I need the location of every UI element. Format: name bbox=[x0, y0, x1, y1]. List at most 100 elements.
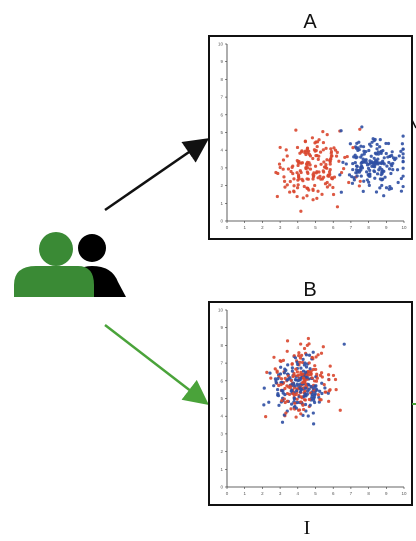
scatter-point bbox=[275, 381, 278, 384]
scatter-point bbox=[286, 378, 289, 381]
scatter-point bbox=[362, 190, 365, 193]
scatter-point bbox=[330, 150, 333, 153]
scatter-point bbox=[337, 160, 340, 163]
scatter-point bbox=[301, 404, 304, 407]
users-icon-front-body bbox=[14, 266, 94, 297]
scatter-point bbox=[297, 351, 300, 354]
scatter-point bbox=[293, 374, 296, 377]
scatter-point bbox=[376, 143, 379, 146]
scatter-point bbox=[381, 172, 384, 175]
scatter-point bbox=[304, 387, 307, 390]
scatter-point bbox=[294, 129, 297, 132]
scatter-point bbox=[288, 190, 291, 193]
scatter-point bbox=[365, 170, 368, 173]
scatter-point bbox=[309, 404, 312, 407]
scatter-point bbox=[296, 401, 299, 404]
scatter-point bbox=[296, 398, 299, 401]
scatter-point bbox=[301, 373, 304, 376]
scatter-point bbox=[296, 146, 299, 149]
scatter-point bbox=[316, 145, 319, 148]
x-tick-label: 10 bbox=[401, 225, 407, 230]
scatter-point bbox=[302, 408, 305, 411]
scatter-point bbox=[286, 400, 289, 403]
scatter-point bbox=[348, 173, 351, 176]
scatter-point bbox=[306, 344, 309, 347]
scatter-point bbox=[306, 187, 309, 190]
scatter-point bbox=[352, 155, 355, 158]
scatter-point bbox=[279, 383, 282, 386]
scatter-point bbox=[319, 178, 322, 181]
scatter-point bbox=[278, 162, 281, 165]
scatter-point bbox=[329, 162, 332, 165]
scatter-point bbox=[321, 375, 324, 378]
scatter-point bbox=[307, 337, 310, 340]
scatter-point bbox=[316, 190, 319, 193]
scatter-point bbox=[295, 389, 298, 392]
scatter-point bbox=[299, 342, 302, 345]
scatter-point bbox=[296, 179, 299, 182]
scatter-point bbox=[304, 140, 307, 143]
scatter-point bbox=[382, 194, 385, 197]
scatter-point bbox=[402, 167, 405, 170]
scatter-point bbox=[306, 172, 309, 175]
scatter-point bbox=[268, 371, 271, 374]
scatter-point bbox=[294, 378, 297, 381]
chart-b-frame bbox=[209, 302, 412, 505]
scatter-point bbox=[297, 183, 300, 186]
scatter-point bbox=[303, 381, 306, 384]
scatter-point bbox=[312, 174, 315, 177]
scatter-point bbox=[267, 401, 270, 404]
scatter-point bbox=[339, 409, 342, 412]
scatter-point bbox=[295, 415, 298, 418]
scatter-point bbox=[375, 152, 378, 155]
scatter-point bbox=[282, 168, 285, 171]
scatter-point bbox=[373, 177, 376, 180]
scatter-point bbox=[321, 130, 324, 133]
scatter-point bbox=[294, 356, 297, 359]
scatter-point bbox=[311, 157, 314, 160]
scatter-point bbox=[329, 365, 332, 368]
scatter-point bbox=[287, 167, 290, 170]
scatter-point bbox=[374, 160, 377, 163]
scatter-point bbox=[320, 352, 323, 355]
scatter-point bbox=[296, 164, 299, 167]
scatter-point bbox=[354, 171, 357, 174]
scatter-point bbox=[357, 141, 360, 144]
scatter-point bbox=[329, 157, 332, 160]
scatter-point bbox=[326, 133, 329, 136]
scatter-point bbox=[383, 162, 386, 165]
scatter-point bbox=[335, 388, 338, 391]
scatter-point bbox=[323, 386, 326, 389]
scatter-point bbox=[272, 384, 275, 387]
scatter-point bbox=[324, 147, 327, 150]
scatter-point bbox=[284, 369, 287, 372]
scatter-point bbox=[290, 403, 293, 406]
scatter-point bbox=[313, 364, 316, 367]
scatter-point bbox=[402, 160, 405, 163]
scatter-point bbox=[317, 155, 320, 158]
scatter-point bbox=[315, 171, 318, 174]
scatter-point bbox=[314, 165, 317, 168]
scatter-point bbox=[345, 162, 348, 165]
scatter-point bbox=[383, 176, 386, 179]
scatter-point bbox=[319, 163, 322, 166]
scatter-point bbox=[343, 343, 346, 346]
scatter-point bbox=[402, 175, 405, 178]
scatter-point bbox=[312, 368, 315, 371]
scatter-point bbox=[327, 400, 330, 403]
scatter-point bbox=[313, 396, 316, 399]
scatter-point bbox=[313, 385, 316, 388]
scatter-point bbox=[276, 369, 279, 372]
scatter-point bbox=[367, 175, 370, 178]
scatter-point bbox=[296, 363, 299, 366]
scatter-point bbox=[269, 377, 272, 380]
scatter-point bbox=[340, 191, 343, 194]
scatter-point bbox=[286, 339, 289, 342]
scatter-point bbox=[310, 385, 313, 388]
scatter-point bbox=[299, 356, 302, 359]
scatter-point bbox=[279, 146, 282, 149]
scatter-point bbox=[308, 398, 311, 401]
scatter-point bbox=[402, 135, 405, 138]
scatter-point bbox=[368, 143, 371, 146]
scatter-point bbox=[361, 161, 364, 164]
